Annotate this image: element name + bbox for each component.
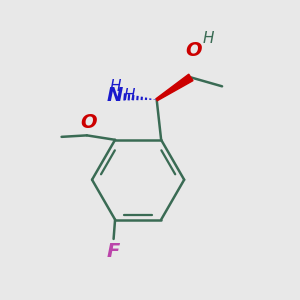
Text: O: O: [185, 41, 202, 60]
Text: O: O: [80, 113, 97, 132]
Polygon shape: [156, 74, 193, 101]
Text: F: F: [107, 242, 120, 261]
Text: H: H: [124, 88, 136, 103]
Text: H: H: [203, 31, 214, 46]
Text: N: N: [107, 86, 123, 105]
Text: H: H: [109, 79, 121, 94]
